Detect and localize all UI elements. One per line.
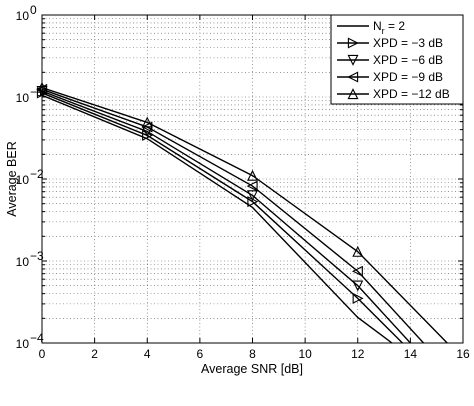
series-marker-4 [247,169,258,181]
series-line-0 [42,94,393,343]
legend-marker-3 [347,71,359,83]
series-line-4 [42,86,448,343]
y-tick-exponent: −3 [30,249,44,263]
series-line-3 [42,88,425,343]
x-tick-label: 2 [91,347,98,361]
y-tick-label: 10 [16,173,30,187]
y-tick-label: 10 [16,9,30,23]
legend-label-0: Nr = 2 [373,19,405,36]
y-tick-exponent: −2 [30,167,44,181]
x-tick-label: 0 [39,347,46,361]
x-axis-title: Average SNR [dB] [201,362,303,376]
series-marker-4 [141,116,153,128]
x-tick-label: 12 [351,347,365,361]
legend-label-4: XPD = −12 dB [373,87,450,101]
y-axis-title: Average BER [5,141,19,217]
x-tick-labels: 0 2 4 6 8 10 12 14 16 [39,347,470,361]
legend-marker-4 [347,88,359,100]
y-tick-exponent: −4 [30,331,44,345]
legend-marker-2 [347,54,359,66]
series-marker-4 [352,245,364,257]
x-tick-label: 10 [298,347,312,361]
series-marker-1 [352,292,364,304]
marker-layer [36,81,364,304]
series-layer [42,86,448,343]
legend-label-1: XPD = −3 dB [373,36,443,50]
x-tick-label: 4 [144,347,151,361]
x-tick-label: 14 [404,347,418,361]
series-marker-3 [246,180,258,192]
legend-label-2: XPD = −6 dB [373,53,443,67]
series-marker-2 [352,280,364,292]
series-line-2 [42,90,411,343]
y-tick-exponent: −1 [30,85,44,99]
y-tick-label: 10 [16,337,30,351]
y-tick-exponent: 0 [30,3,37,17]
x-tick-label: 8 [249,347,256,361]
series-marker-1 [142,129,154,141]
legend-marker-1 [347,37,359,49]
x-tick-label: 6 [197,347,204,361]
series-marker-3 [351,265,363,277]
series-marker-2 [247,190,258,202]
x-tick-label: 16 [456,347,470,361]
series-line-1 [42,92,403,343]
y-tick-label: 10 [16,255,30,269]
y-tick-label: 10 [16,91,30,105]
legend-label-3: XPD = −9 dB [373,70,443,84]
